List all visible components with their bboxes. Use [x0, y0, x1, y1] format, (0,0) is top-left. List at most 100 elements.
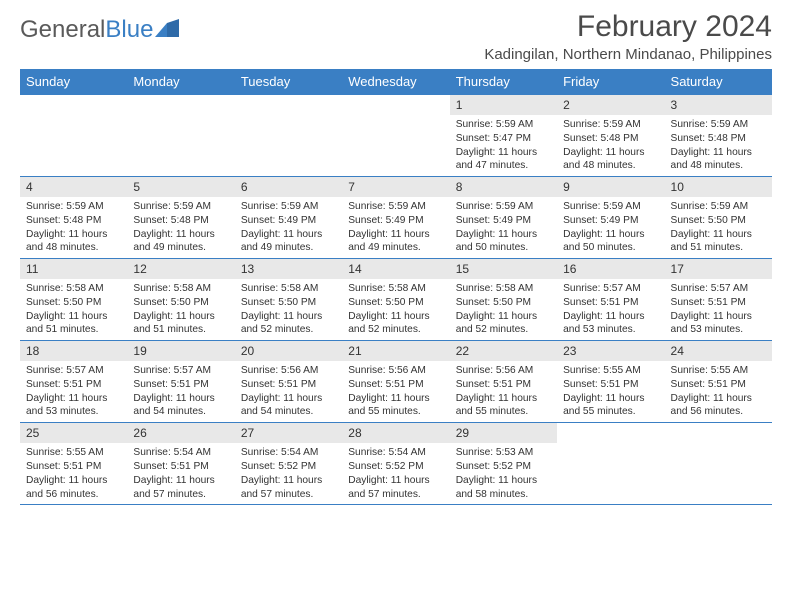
day-cell: 23Sunrise: 5:55 AMSunset: 5:51 PMDayligh… — [557, 341, 664, 423]
day-number: 29 — [450, 423, 557, 443]
day-info: Sunrise: 5:55 AMSunset: 5:51 PMDaylight:… — [665, 361, 772, 422]
brand-part2: Blue — [105, 16, 153, 44]
empty-cell — [235, 95, 342, 177]
day-number: 9 — [557, 177, 664, 197]
calendar-row: 18Sunrise: 5:57 AMSunset: 5:51 PMDayligh… — [20, 341, 772, 423]
calendar-table: SundayMondayTuesdayWednesdayThursdayFrid… — [20, 69, 772, 505]
day-number: 17 — [665, 259, 772, 279]
day-cell: 4Sunrise: 5:59 AMSunset: 5:48 PMDaylight… — [20, 177, 127, 259]
day-number: 28 — [342, 423, 449, 443]
day-info: Sunrise: 5:59 AMSunset: 5:49 PMDaylight:… — [450, 197, 557, 258]
day-cell: 18Sunrise: 5:57 AMSunset: 5:51 PMDayligh… — [20, 341, 127, 423]
day-info: Sunrise: 5:55 AMSunset: 5:51 PMDaylight:… — [20, 443, 127, 504]
day-cell: 2Sunrise: 5:59 AMSunset: 5:48 PMDaylight… — [557, 95, 664, 177]
calendar-body: 1Sunrise: 5:59 AMSunset: 5:47 PMDaylight… — [20, 95, 772, 505]
day-cell: 28Sunrise: 5:54 AMSunset: 5:52 PMDayligh… — [342, 423, 449, 505]
day-number: 11 — [20, 259, 127, 279]
empty-cell — [20, 95, 127, 177]
empty-cell — [665, 423, 772, 505]
day-cell: 6Sunrise: 5:59 AMSunset: 5:49 PMDaylight… — [235, 177, 342, 259]
day-cell: 21Sunrise: 5:56 AMSunset: 5:51 PMDayligh… — [342, 341, 449, 423]
empty-cell — [557, 423, 664, 505]
day-cell: 7Sunrise: 5:59 AMSunset: 5:49 PMDaylight… — [342, 177, 449, 259]
day-info: Sunrise: 5:55 AMSunset: 5:51 PMDaylight:… — [557, 361, 664, 422]
day-cell: 9Sunrise: 5:59 AMSunset: 5:49 PMDaylight… — [557, 177, 664, 259]
day-info: Sunrise: 5:59 AMSunset: 5:50 PMDaylight:… — [665, 197, 772, 258]
day-cell: 10Sunrise: 5:59 AMSunset: 5:50 PMDayligh… — [665, 177, 772, 259]
day-info: Sunrise: 5:59 AMSunset: 5:48 PMDaylight:… — [20, 197, 127, 258]
weekday-row: SundayMondayTuesdayWednesdayThursdayFrid… — [20, 69, 772, 95]
day-info: Sunrise: 5:57 AMSunset: 5:51 PMDaylight:… — [557, 279, 664, 340]
weekday-header: Wednesday — [342, 69, 449, 95]
day-number: 27 — [235, 423, 342, 443]
page-title: February 2024 — [484, 10, 772, 44]
day-number: 23 — [557, 341, 664, 361]
day-info: Sunrise: 5:54 AMSunset: 5:52 PMDaylight:… — [235, 443, 342, 504]
day-info: Sunrise: 5:54 AMSunset: 5:51 PMDaylight:… — [127, 443, 234, 504]
day-number: 18 — [20, 341, 127, 361]
day-cell: 26Sunrise: 5:54 AMSunset: 5:51 PMDayligh… — [127, 423, 234, 505]
day-number: 5 — [127, 177, 234, 197]
logo-icon — [155, 16, 181, 44]
day-number: 26 — [127, 423, 234, 443]
day-number: 1 — [450, 95, 557, 115]
calendar-row: 1Sunrise: 5:59 AMSunset: 5:47 PMDaylight… — [20, 95, 772, 177]
day-info: Sunrise: 5:54 AMSunset: 5:52 PMDaylight:… — [342, 443, 449, 504]
calendar-row: 11Sunrise: 5:58 AMSunset: 5:50 PMDayligh… — [20, 259, 772, 341]
day-info: Sunrise: 5:58 AMSunset: 5:50 PMDaylight:… — [342, 279, 449, 340]
day-number: 22 — [450, 341, 557, 361]
calendar-page: GeneralBlue February 2024 Kadingilan, No… — [0, 0, 792, 525]
day-number: 2 — [557, 95, 664, 115]
weekday-header: Saturday — [665, 69, 772, 95]
brand-logo: GeneralBlue — [20, 10, 181, 44]
weekday-header: Monday — [127, 69, 234, 95]
day-cell: 17Sunrise: 5:57 AMSunset: 5:51 PMDayligh… — [665, 259, 772, 341]
day-number: 7 — [342, 177, 449, 197]
day-cell: 16Sunrise: 5:57 AMSunset: 5:51 PMDayligh… — [557, 259, 664, 341]
day-cell: 27Sunrise: 5:54 AMSunset: 5:52 PMDayligh… — [235, 423, 342, 505]
day-info: Sunrise: 5:57 AMSunset: 5:51 PMDaylight:… — [20, 361, 127, 422]
day-number: 25 — [20, 423, 127, 443]
day-cell: 24Sunrise: 5:55 AMSunset: 5:51 PMDayligh… — [665, 341, 772, 423]
day-number: 20 — [235, 341, 342, 361]
calendar-row: 25Sunrise: 5:55 AMSunset: 5:51 PMDayligh… — [20, 423, 772, 505]
day-cell: 22Sunrise: 5:56 AMSunset: 5:51 PMDayligh… — [450, 341, 557, 423]
day-number: 10 — [665, 177, 772, 197]
brand-part1: General — [20, 16, 105, 44]
day-number: 6 — [235, 177, 342, 197]
weekday-header: Friday — [557, 69, 664, 95]
day-info: Sunrise: 5:59 AMSunset: 5:49 PMDaylight:… — [557, 197, 664, 258]
day-cell: 8Sunrise: 5:59 AMSunset: 5:49 PMDaylight… — [450, 177, 557, 259]
day-info: Sunrise: 5:59 AMSunset: 5:47 PMDaylight:… — [450, 115, 557, 176]
day-info: Sunrise: 5:59 AMSunset: 5:49 PMDaylight:… — [235, 197, 342, 258]
day-info: Sunrise: 5:56 AMSunset: 5:51 PMDaylight:… — [342, 361, 449, 422]
day-info: Sunrise: 5:57 AMSunset: 5:51 PMDaylight:… — [665, 279, 772, 340]
day-number: 3 — [665, 95, 772, 115]
day-cell: 5Sunrise: 5:59 AMSunset: 5:48 PMDaylight… — [127, 177, 234, 259]
day-info: Sunrise: 5:56 AMSunset: 5:51 PMDaylight:… — [235, 361, 342, 422]
day-number: 19 — [127, 341, 234, 361]
day-cell: 15Sunrise: 5:58 AMSunset: 5:50 PMDayligh… — [450, 259, 557, 341]
day-cell: 14Sunrise: 5:58 AMSunset: 5:50 PMDayligh… — [342, 259, 449, 341]
day-info: Sunrise: 5:58 AMSunset: 5:50 PMDaylight:… — [235, 279, 342, 340]
day-cell: 13Sunrise: 5:58 AMSunset: 5:50 PMDayligh… — [235, 259, 342, 341]
day-info: Sunrise: 5:59 AMSunset: 5:49 PMDaylight:… — [342, 197, 449, 258]
day-number: 21 — [342, 341, 449, 361]
header: GeneralBlue February 2024 Kadingilan, No… — [20, 10, 772, 63]
day-info: Sunrise: 5:59 AMSunset: 5:48 PMDaylight:… — [127, 197, 234, 258]
weekday-header: Thursday — [450, 69, 557, 95]
day-number: 4 — [20, 177, 127, 197]
day-number: 24 — [665, 341, 772, 361]
day-info: Sunrise: 5:58 AMSunset: 5:50 PMDaylight:… — [127, 279, 234, 340]
day-cell: 20Sunrise: 5:56 AMSunset: 5:51 PMDayligh… — [235, 341, 342, 423]
day-info: Sunrise: 5:59 AMSunset: 5:48 PMDaylight:… — [557, 115, 664, 176]
day-cell: 11Sunrise: 5:58 AMSunset: 5:50 PMDayligh… — [20, 259, 127, 341]
page-subtitle: Kadingilan, Northern Mindanao, Philippin… — [484, 46, 772, 63]
day-info: Sunrise: 5:56 AMSunset: 5:51 PMDaylight:… — [450, 361, 557, 422]
day-number: 14 — [342, 259, 449, 279]
day-cell: 29Sunrise: 5:53 AMSunset: 5:52 PMDayligh… — [450, 423, 557, 505]
day-number: 16 — [557, 259, 664, 279]
day-cell: 12Sunrise: 5:58 AMSunset: 5:50 PMDayligh… — [127, 259, 234, 341]
day-info: Sunrise: 5:59 AMSunset: 5:48 PMDaylight:… — [665, 115, 772, 176]
empty-cell — [127, 95, 234, 177]
